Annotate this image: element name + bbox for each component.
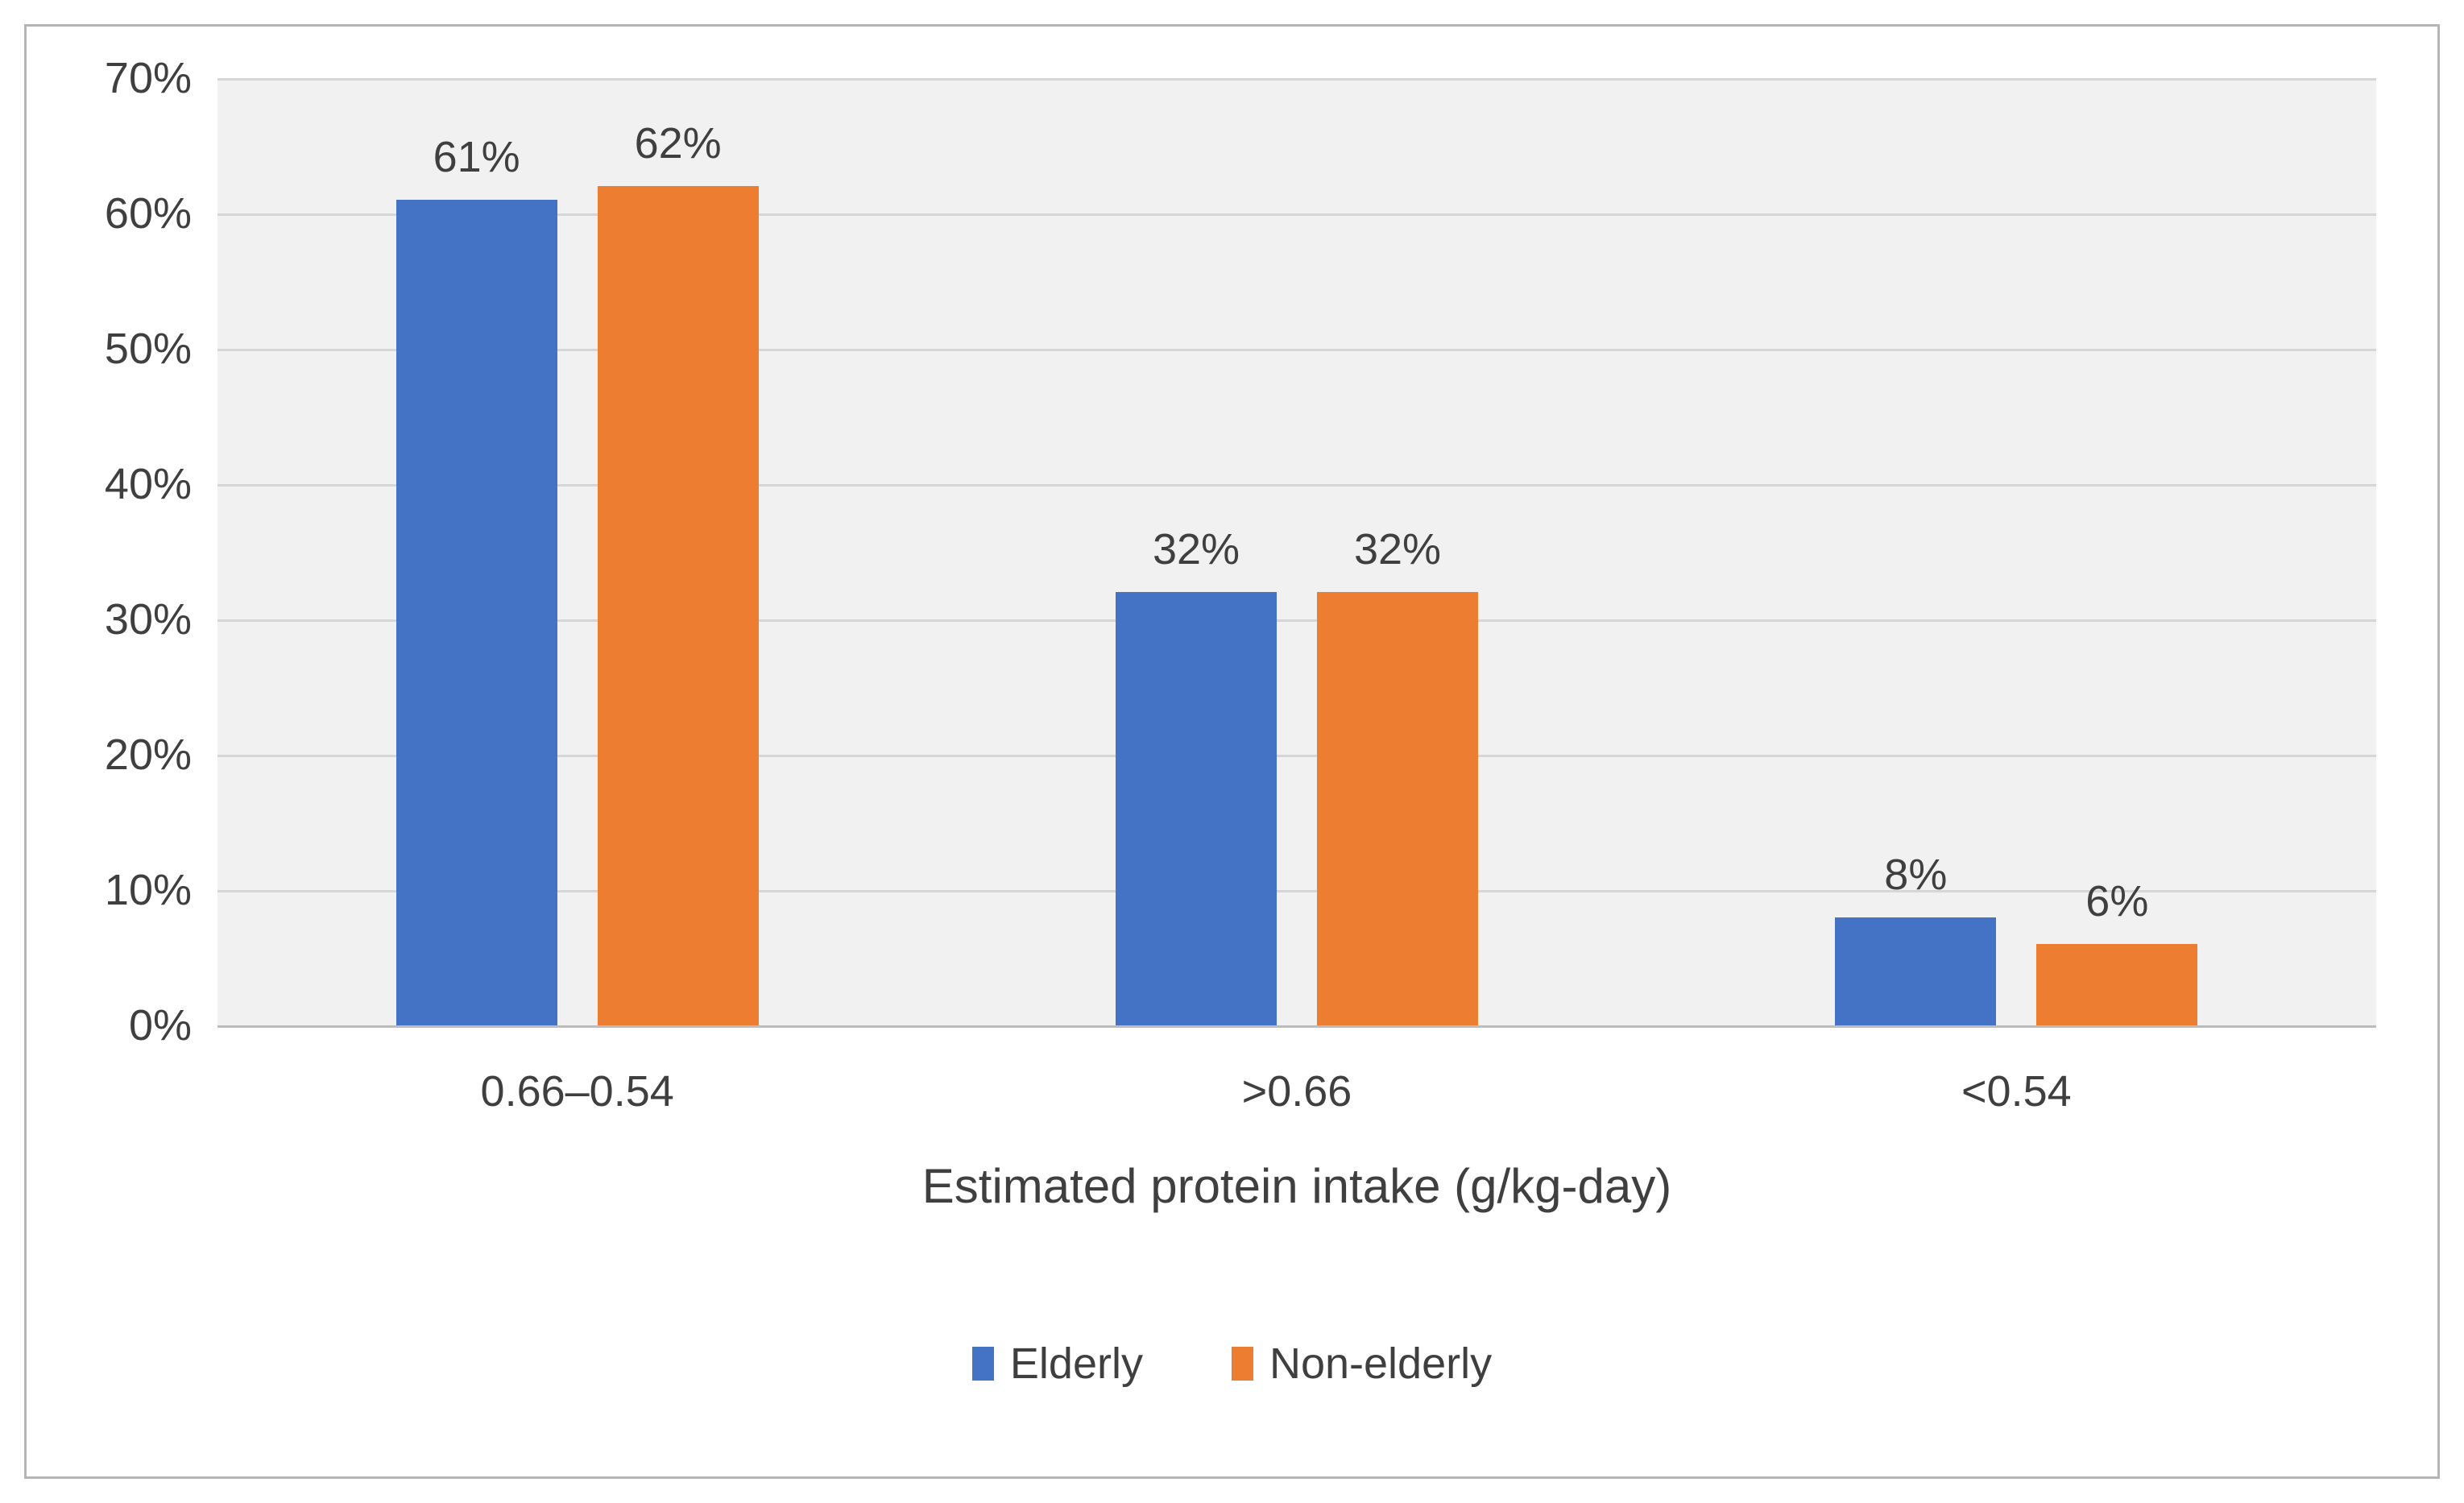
legend-item-elderly: Elderly	[971, 1339, 1143, 1389]
legend-swatch-icon	[1231, 1347, 1253, 1381]
gridline	[217, 755, 2376, 757]
plot-area	[217, 78, 2376, 1028]
bar-elderly	[1116, 592, 1277, 1025]
bar-elderly	[395, 200, 557, 1025]
legend-label: Elderly	[1009, 1339, 1143, 1388]
legend-swatch-icon	[971, 1347, 994, 1381]
gridline	[217, 890, 2376, 892]
gridline	[217, 213, 2376, 216]
gridline	[217, 78, 2376, 81]
legend: Elderly Non-elderly	[0, 1339, 2464, 1389]
gridline	[217, 349, 2376, 351]
legend-item-non-elderly: Non-elderly	[1231, 1339, 1493, 1389]
bar-elderly	[1835, 917, 1997, 1025]
bar-non-elderly	[2036, 944, 2198, 1025]
bar-non-elderly	[1317, 592, 1478, 1025]
gridline	[217, 484, 2376, 487]
legend-label: Non-elderly	[1269, 1339, 1493, 1388]
x-axis-title: Estimated protein intake (g/kg-day)	[921, 1159, 1672, 1213]
bar-non-elderly	[597, 186, 759, 1025]
gridline	[217, 619, 2376, 622]
